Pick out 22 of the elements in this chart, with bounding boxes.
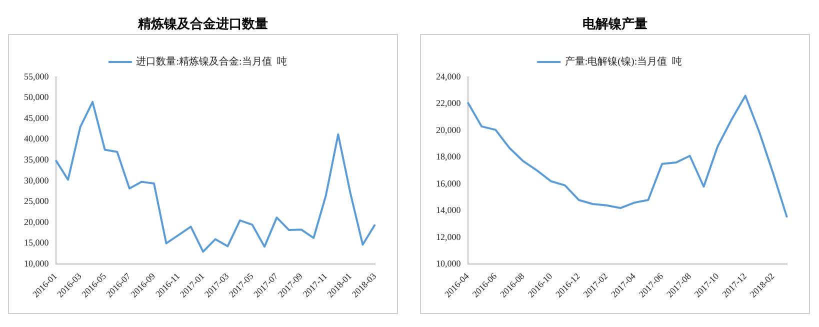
y-tick-label: 18,000 [436, 152, 462, 162]
y-tick-label: 10,000 [24, 258, 50, 269]
y-tick-label: 22,000 [436, 98, 462, 108]
y-tick-label: 50,000 [24, 92, 50, 102]
y-tick-label: 12,000 [436, 232, 462, 242]
y-tick-label: 16,000 [436, 178, 462, 188]
y-tick-label: 14,000 [436, 205, 462, 216]
y-tick-label: 40,000 [24, 134, 50, 144]
y-tick-label: 45,000 [24, 112, 50, 123]
chart-title: 电解镍产量 [582, 15, 648, 33]
y-tick-label: 24,000 [436, 71, 462, 82]
y-tick-label: 20,000 [24, 216, 50, 227]
y-tick-label: 25,000 [24, 196, 50, 206]
y-tick-label: 20,000 [436, 124, 462, 135]
chart-title: 精炼镍及合金进口数量 [136, 15, 269, 33]
y-tick-label: 55,000 [24, 71, 50, 82]
y-tick-label: 10,000 [436, 258, 462, 269]
y-tick-label: 30,000 [24, 175, 50, 186]
legend-label: 进口数量:精炼镍及合金:当月值 吨 [136, 56, 287, 68]
y-tick-label: 35,000 [24, 154, 50, 165]
legend-label: 产量:电解镍(镍):当月值 吨 [564, 56, 682, 68]
y-tick-label: 15,000 [24, 238, 50, 248]
